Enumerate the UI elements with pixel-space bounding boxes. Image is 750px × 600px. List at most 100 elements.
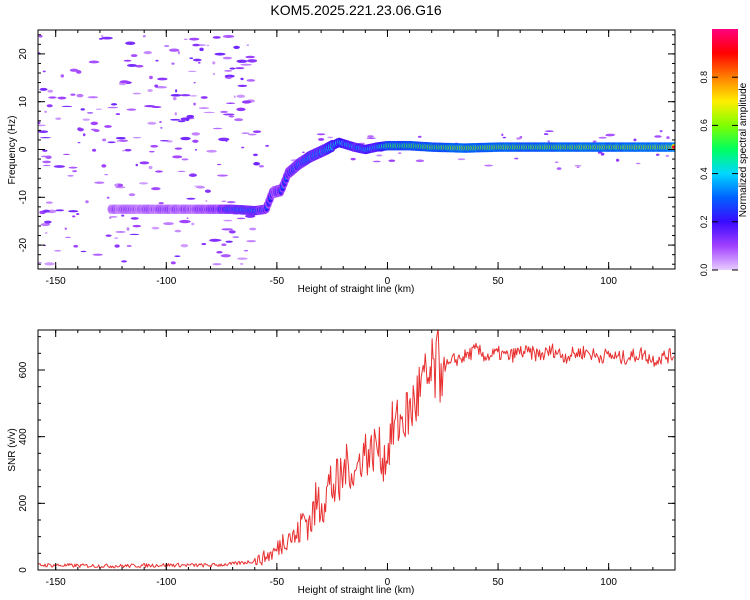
noise-blob (204, 189, 211, 193)
noise-blob (95, 108, 103, 110)
noise-blob (221, 228, 234, 231)
noise-blob (42, 164, 51, 167)
ridge-core (671, 145, 675, 149)
noise-blob (69, 68, 79, 72)
noise-blob (101, 164, 107, 168)
noise-blob (174, 229, 182, 233)
noise-blob (126, 108, 137, 111)
noise-blob (177, 50, 180, 55)
snr-x-ticks: -150 -100 -50 0 50 100 (46, 330, 676, 588)
noise-blob (38, 34, 43, 38)
noise-blob (221, 243, 227, 247)
noise-blob (246, 59, 258, 63)
noise-blob (236, 59, 248, 63)
noise-blob (188, 173, 197, 177)
y-tick-label: -10 (18, 190, 29, 205)
noise-blob (252, 130, 262, 133)
noise-blob (516, 137, 522, 140)
noise-blob (44, 232, 48, 234)
noise-blob (150, 144, 159, 148)
noise-blob (100, 36, 113, 40)
snr-panel: -150 -100 -50 0 50 100 0 200 400 600 Height of s… (7, 329, 676, 596)
noise-blob (127, 63, 137, 67)
noise-blob (212, 61, 216, 65)
noise-blob (221, 200, 227, 203)
noise-blob (135, 163, 139, 167)
noise-blob (227, 76, 232, 79)
noise-blob (174, 112, 177, 116)
noise-blob (142, 35, 146, 38)
noise-blob (198, 107, 210, 109)
snr-plot-area (38, 330, 675, 570)
snr-y-ticks: 0 200 400 600 (18, 336, 675, 573)
colorbar: 0.0 0.2 0.4 0.6 0.8 Normalized spectral ampl… (699, 29, 749, 276)
noise-blob (159, 120, 162, 124)
noise-blob (224, 74, 235, 78)
noise-blob (193, 82, 196, 84)
noise-blob (154, 84, 159, 88)
spectrogram-heat-layer (38, 34, 675, 266)
noise-blob (115, 136, 126, 140)
noise-blob (198, 61, 201, 64)
noise-blob (107, 141, 116, 144)
noise-blob (220, 110, 229, 113)
noise-blob (203, 111, 215, 114)
noise-blob (45, 201, 53, 204)
noise-blob (666, 136, 670, 140)
noise-blob (48, 96, 57, 99)
noise-blob (246, 79, 256, 82)
noise-blob (143, 50, 152, 55)
noise-blob (241, 132, 250, 135)
noise-blob (44, 110, 47, 113)
snr-x-label: Height of straight line (km) (298, 585, 415, 596)
noise-blob (388, 159, 396, 162)
noise-blob (82, 133, 86, 137)
noise-blob (149, 75, 153, 80)
noise-blob (214, 52, 226, 56)
noise-blob (241, 146, 245, 149)
noise-blob (556, 167, 562, 170)
noise-blob (130, 217, 139, 220)
colorbar-tick-label: 0.6 (699, 119, 709, 132)
noise-blob (68, 210, 79, 213)
y-tick-label: -20 (18, 237, 29, 252)
y-tick-label: 400 (18, 428, 29, 445)
x-tick-label: 50 (492, 276, 504, 287)
noise-blob (398, 152, 402, 155)
noise-blob (237, 257, 248, 260)
noise-blob (417, 135, 422, 138)
noise-blob (194, 149, 198, 151)
noise-blob (233, 45, 240, 49)
noise-blob (42, 160, 52, 164)
noise-blob (249, 227, 257, 231)
noise-blob (132, 136, 142, 139)
noise-blob (236, 94, 246, 98)
figure-title: KOM5.2025.221.23.06.G16 (270, 2, 441, 18)
noise-blob (148, 150, 155, 153)
noise-blob (76, 70, 82, 74)
noise-blob (217, 163, 222, 166)
noise-blob (185, 117, 190, 122)
noise-blob (484, 164, 493, 167)
noise-blob (192, 58, 202, 62)
x-tick-label: -150 (46, 276, 66, 287)
x-tick-label: 100 (600, 577, 617, 588)
noise-blob (177, 120, 186, 123)
noise-blob (121, 214, 125, 217)
noise-blob (253, 161, 261, 166)
noise-blob (186, 197, 196, 200)
noise-blob (240, 262, 244, 265)
noise-blob (302, 151, 305, 154)
noise-blob (605, 134, 615, 137)
noise-blob (265, 144, 270, 147)
noise-blob (514, 157, 519, 160)
noise-blob (187, 70, 197, 72)
noise-blob (64, 227, 68, 230)
noise-blob (367, 135, 374, 138)
noise-blob (42, 209, 50, 213)
noise-blob (42, 149, 48, 152)
noise-blob (212, 127, 223, 130)
noise-blob (77, 142, 81, 144)
noise-blob (183, 38, 188, 40)
